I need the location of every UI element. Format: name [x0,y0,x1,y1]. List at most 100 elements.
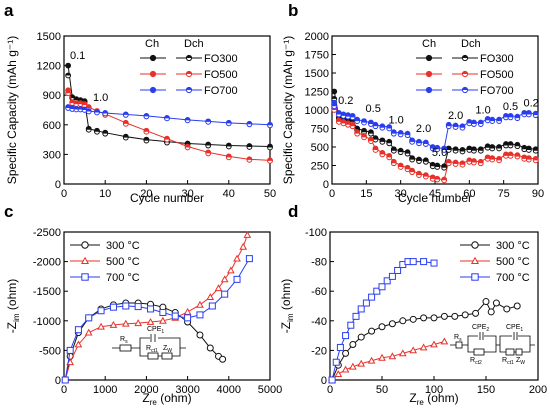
discharge-point-FO700-fill [434,146,440,150]
legend-marker-ch-FO300 [425,54,433,62]
series-line-c-0 [64,302,223,381]
legend-marker-ch-FO500 [149,70,157,78]
discharge-point-FO700-fill [386,126,392,129]
panel-b-xtick-label: 0 [329,188,335,200]
data-point-c-1 [109,320,118,328]
series-line-d-1 [331,341,445,381]
panel-d-circuit-rs: Rs [454,334,462,343]
data-point-c-1 [233,254,241,262]
discharge-point-FO300-fill [205,143,211,146]
discharge-point-FO300-fill [466,147,472,150]
discharge-point-FO300-fill [350,119,355,122]
discharge-point-FO500-fill [521,156,527,159]
panel-b-rate-label: 0.5 [366,103,381,115]
discharge-point-FO700-fill [379,125,385,128]
discharge-point-FO700-fill [405,132,410,136]
panel-c-xtick-label: 4000 [217,384,241,396]
panel-c-ytick-label: -500 [39,345,61,357]
panel-a-chart: 0 10 20 30 40 50 0 300 600 900 1200 1500 Cycle numb… [5,31,276,205]
panel-a-xtick-label: 10 [99,188,111,200]
panel-b-legend-ch: Ch [422,38,436,50]
discharge-point-FO300-fill [65,73,71,76]
discharge-point-FO500-fill [515,154,520,157]
discharge-point-FO300-fill [102,131,108,134]
panel-b-ytick-label: 1250 [305,87,329,99]
data-point-c-1 [74,340,83,348]
data-point-c-2 [134,303,142,311]
discharge-point-FO300-fill [331,96,337,99]
discharge-point-FO700-fill [503,114,509,118]
data-point-d-0 [472,309,480,317]
panel-b-chart: 0 15 30 45 60 75 90 0 250 500 750 1000 1250 1500 1750 2… [281,31,544,205]
panel-b-legend: Ch Dch FO300 FO500 FO700 [416,38,514,97]
panel-c-ytick-label: -1000 [33,316,61,328]
discharge-point-FO700-fill [391,131,397,134]
panel-d-data [328,258,521,384]
discharge-point-FO500-fill [65,90,71,94]
panel-b-xtick-label: 75 [498,188,510,200]
discharge-point-FO300-fill [144,138,149,141]
data-point-d-0 [461,311,469,319]
data-point-c-2 [147,305,155,313]
data-point-d-2 [409,258,417,266]
data-point-c-2 [61,376,69,384]
data-point-d-1 [349,362,357,370]
data-point-d-1 [334,370,343,377]
panel-a-ytick-label: 900 [43,90,61,102]
discharge-point-FO700-fill [446,123,452,127]
panel-b-rate-label: 2.0 [448,110,463,122]
panel-c-ytick-label: -1500 [33,286,61,298]
legend-marker-d-1 [470,256,480,265]
data-point-d-0 [503,305,511,313]
data-point-c-1 [183,307,192,315]
panel-d-xtick-label: 100 [425,384,443,396]
legend-label-FO500: FO500 [480,69,514,81]
data-point-d-2 [357,305,365,313]
discharge-point-FO300-fill [521,146,527,150]
discharge-point-FO500-fill [466,159,472,162]
discharge-point-FO700-fill [331,103,337,107]
panel-b-legend-dch: Dch [461,38,481,50]
discharge-point-FO300-fill [515,143,520,147]
panel-b-rate-label: 0.5 [503,101,518,113]
legend-label-FO700: FO700 [480,85,514,97]
data-point-d-0 [342,349,350,357]
discharge-point-FO700-fill [466,120,472,124]
discharge-point-FO700-fill [361,120,367,123]
discharge-point-FO500-fill [503,153,509,156]
panel-b-ytick-label: 500 [311,142,329,154]
data-point-c-1 [84,328,93,336]
discharge-point-FO500-fill [336,119,342,122]
data-point-d-1 [440,337,449,345]
legend-label-FO300: FO300 [204,53,238,65]
data-point-d-1 [367,356,376,364]
data-point-d-2 [388,272,396,280]
panel-a-xtick-label: 50 [264,188,276,200]
discharge-point-FO500-fill [533,157,539,161]
discharge-point-FO700-fill [485,117,491,121]
data-point-d-2 [368,293,376,301]
discharge-point-FO700-fill [453,124,458,128]
legend-marker-dch-FO300-fill [462,55,468,58]
panel-b-ylabel: Specific Capacity (mAh g⁻¹) [281,36,295,184]
discharge-point-FO700-fill [409,139,415,142]
discharge-point-FO700-fill [368,121,374,125]
panel-b-ytick-label: 0 [323,179,329,191]
data-point-d-2 [336,343,344,351]
data-point-d-0 [487,308,495,316]
data-point-c-1 [206,293,215,301]
panel-a-ytick-label: 1500 [37,31,61,43]
data-point-d-2 [347,321,355,329]
legend-label-d-0: 300 °C [496,240,530,252]
discharge-point-FO500-fill [386,154,392,158]
data-point-c-1 [146,317,155,325]
data-point-d-0 [378,323,386,331]
data-point-c-1 [227,266,235,274]
panel-d-circuit-cpe2: CPE2 [472,324,489,333]
panel-b-ytick-label: 750 [311,124,329,136]
data-point-c-1 [220,275,229,283]
data-point-c-2 [97,307,105,315]
discharge-point-FO300-fill [409,157,415,160]
discharge-point-FO300-fill [526,147,532,150]
